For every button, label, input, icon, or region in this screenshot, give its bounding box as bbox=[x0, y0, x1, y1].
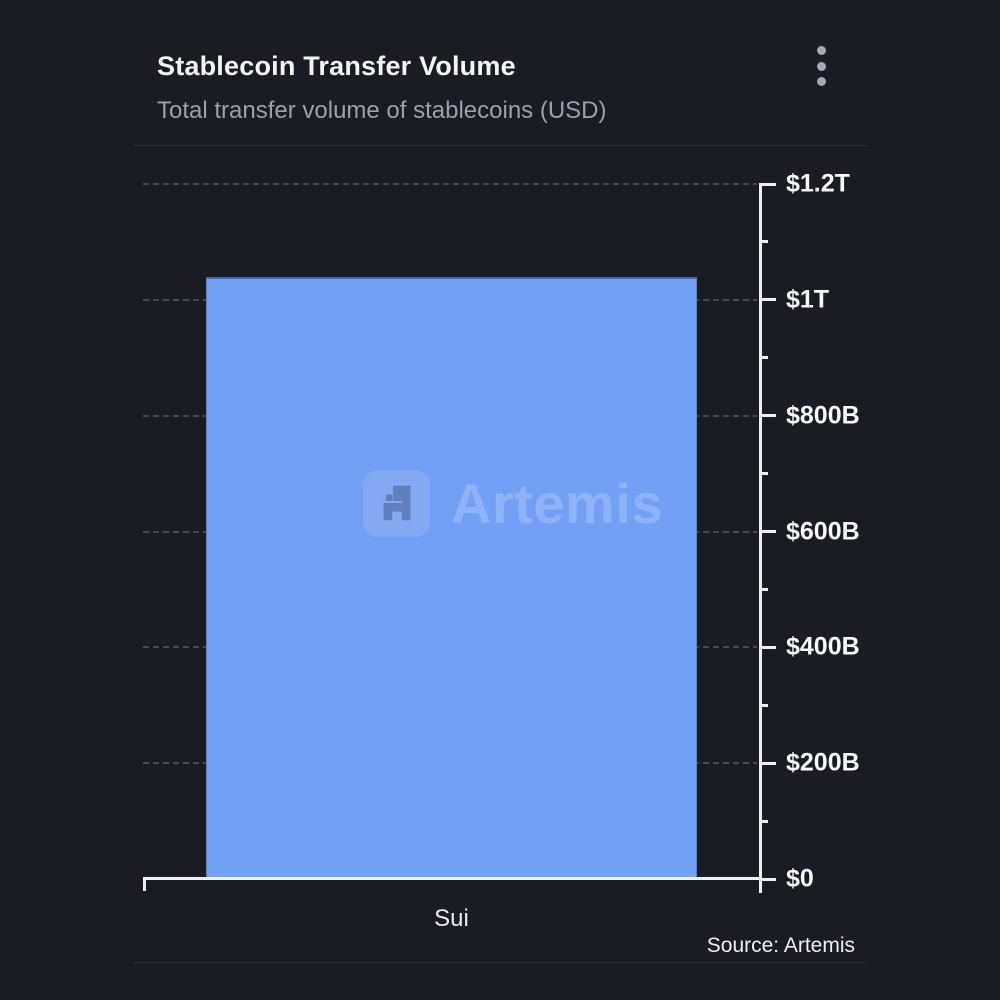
x-tick-label-sui: Sui bbox=[434, 905, 469, 932]
kebab-dot-icon bbox=[816, 77, 826, 86]
header-divider bbox=[133, 145, 866, 146]
footer-divider bbox=[133, 962, 866, 963]
y-axis-line bbox=[759, 184, 762, 893]
page-subtitle: Total transfer volume of stablecoins (US… bbox=[157, 97, 607, 124]
y-tick-major bbox=[759, 530, 776, 533]
y-tick-minor bbox=[759, 356, 768, 360]
y-tick-major bbox=[759, 182, 776, 186]
y-tick-major bbox=[759, 414, 776, 418]
y-tick-minor bbox=[759, 240, 768, 244]
gridline bbox=[143, 183, 757, 185]
plot-area bbox=[143, 183, 757, 879]
y-tick-minor bbox=[759, 703, 768, 707]
y-tick-label: $1.2T bbox=[786, 169, 850, 198]
y-tick-label: $200B bbox=[786, 748, 860, 777]
x-axis-line bbox=[143, 877, 760, 880]
y-tick-major bbox=[759, 877, 776, 881]
y-tick-major bbox=[759, 645, 776, 649]
y-tick-minor bbox=[759, 472, 768, 476]
kebab-dot-icon bbox=[816, 46, 826, 55]
kebab-menu-button[interactable] bbox=[806, 40, 836, 92]
x-axis-end-cap bbox=[143, 877, 146, 891]
y-tick-label: $400B bbox=[786, 632, 860, 661]
y-tick-label: $1T bbox=[786, 285, 830, 314]
y-axis: $1.2T $1T $800B $600B $400B $200B $0 bbox=[759, 170, 1000, 893]
y-tick-label: $800B bbox=[786, 401, 860, 430]
y-tick-label: $0 bbox=[786, 864, 814, 893]
source-attribution: Source: Artemis bbox=[706, 934, 855, 957]
y-tick-label: $600B bbox=[786, 517, 860, 545]
y-tick-minor bbox=[759, 587, 768, 591]
y-tick-major bbox=[759, 761, 776, 765]
kebab-dot-icon bbox=[816, 61, 826, 71]
y-tick-minor bbox=[759, 819, 768, 823]
y-tick-major bbox=[759, 298, 776, 302]
page-title: Stablecoin Transfer Volume bbox=[157, 51, 516, 81]
bar-sui[interactable] bbox=[206, 276, 697, 879]
